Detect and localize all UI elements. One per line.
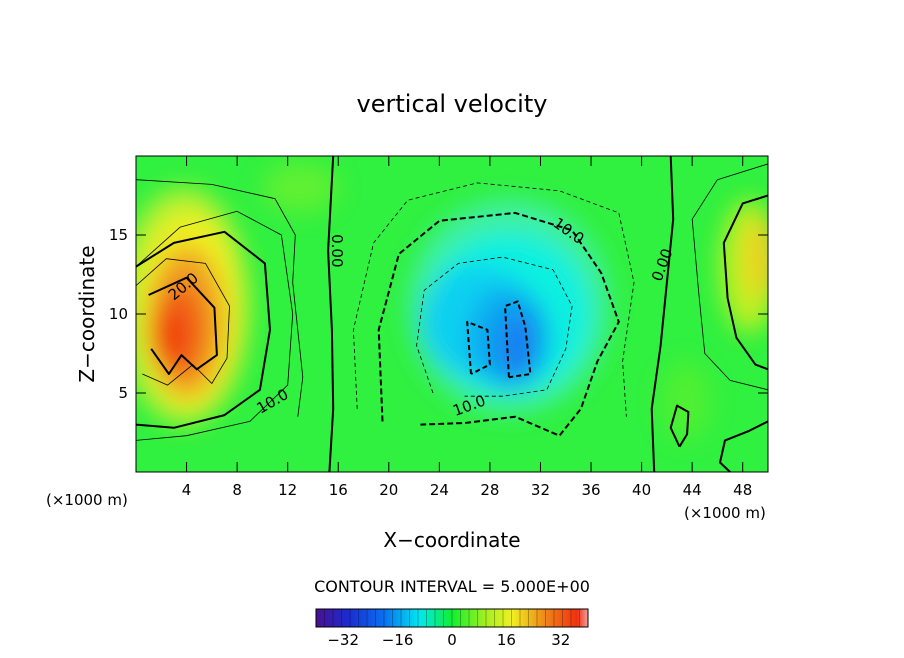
contour-interval-text: CONTOUR INTERVAL = 5.000E+00 — [314, 577, 590, 596]
y-tick-label: 10 — [109, 305, 128, 323]
field-blob — [262, 162, 339, 213]
y-axis-label: Z−coordinate — [75, 245, 99, 382]
colorbar-tick-label: 32 — [551, 631, 570, 649]
field-blob — [497, 310, 538, 381]
x-axis-ticks: 4 8 12 16 20 24 28 32 36 40 44 48 — [182, 156, 752, 499]
contour-line — [650, 156, 675, 472]
contour-line — [416, 256, 573, 397]
colorbar-tick-label: 16 — [497, 631, 516, 649]
contour-line — [327, 156, 335, 472]
colorbar-ticks: −32 −16 0 16 32 — [327, 631, 570, 649]
y-tick-label: 5 — [118, 384, 128, 402]
colorbar-tick-label: 0 — [447, 631, 457, 649]
contour-line — [691, 163, 768, 391]
contour-line — [504, 300, 532, 379]
contour-line — [719, 420, 768, 472]
x-tick-label: 40 — [632, 481, 651, 499]
x-axis-label: X−coordinate — [383, 528, 520, 552]
x-tick-label: 32 — [531, 481, 550, 499]
x-unit-right: (×1000 m) — [684, 504, 766, 522]
x-tick-label: 20 — [379, 481, 398, 499]
x-tick-label: 12 — [278, 481, 297, 499]
contour-line — [148, 276, 218, 375]
x-tick-label: 4 — [182, 481, 192, 499]
colorbar-stripes — [324, 609, 580, 627]
contour-line — [136, 230, 271, 429]
chart-title: vertical velocity — [357, 90, 548, 118]
colorbar — [315, 608, 589, 628]
x-unit-left: (×1000 m) — [46, 491, 128, 509]
field-blob — [151, 309, 185, 363]
heatmap-field — [136, 156, 768, 472]
x-tick-label: 16 — [329, 481, 348, 499]
x-tick-label: 36 — [581, 481, 600, 499]
y-tick-label: 15 — [109, 226, 128, 244]
contour-line — [136, 179, 304, 417]
contour-line — [466, 320, 491, 375]
y-axis-ticks: 5 10 15 — [109, 226, 768, 402]
contour-line — [136, 258, 230, 386]
contour-label: 0.00 — [328, 234, 346, 267]
field-blob — [660, 361, 712, 441]
contour-line — [669, 404, 690, 448]
field-blob — [745, 216, 768, 299]
contour-line — [722, 194, 768, 371]
x-tick-label: 48 — [733, 481, 752, 499]
contour-line — [377, 211, 620, 437]
x-tick-label: 28 — [480, 481, 499, 499]
contour-lines — [136, 156, 768, 472]
x-tick-label: 44 — [683, 481, 702, 499]
contour-line — [136, 210, 294, 441]
colorbar-tick-label: −16 — [382, 631, 414, 649]
field-blobs — [136, 162, 768, 441]
x-tick-label: 24 — [430, 481, 449, 499]
x-tick-label: 8 — [232, 481, 242, 499]
colorbar-tick-label: −32 — [327, 631, 359, 649]
